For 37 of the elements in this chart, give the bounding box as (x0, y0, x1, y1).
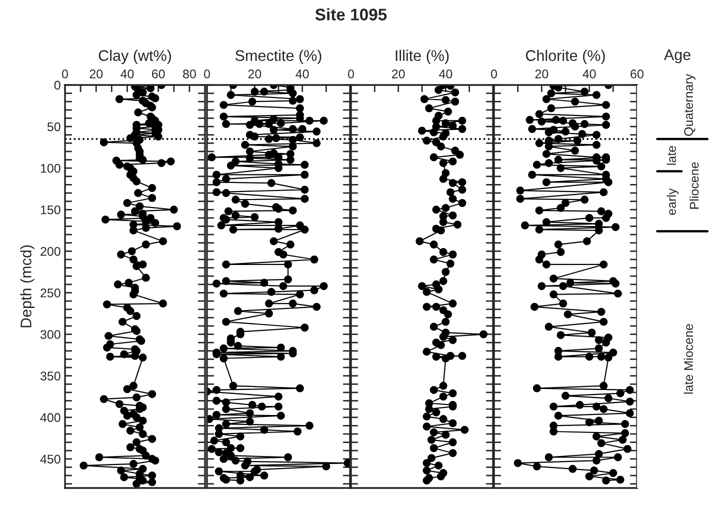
y-tick-label: 450 (40, 454, 60, 464)
text: late (666, 146, 676, 165)
x-tick-label: 20 (392, 70, 405, 78)
x-tick-label: 0 (348, 70, 354, 78)
y-tick-label: 350 (40, 372, 60, 380)
text: Pliocene (689, 162, 699, 209)
text: early (666, 188, 678, 215)
y-tick-label: 300 (40, 330, 60, 339)
x-tick-label: 20 (535, 70, 548, 78)
x-tick-label: 0 (62, 70, 68, 78)
x-axis-title: Smectite (%) (235, 50, 322, 64)
x-tick-label: 60 (630, 70, 644, 78)
y-tick-label: 50 (47, 122, 60, 132)
x-tick-label: 40 (296, 70, 309, 78)
x-tick-label: 20 (248, 70, 262, 78)
x-tick-label: 40 (582, 70, 596, 78)
y-tick-label: 250 (40, 288, 60, 298)
x-axis-title: Illite (%) (396, 50, 449, 64)
x-tick-label: 80 (183, 70, 196, 78)
text: Age (664, 49, 690, 64)
x-axis-title: Chlorite (%) (526, 50, 605, 64)
x-axis-title: Clay (wt%) (98, 50, 171, 64)
y-tick-label: 0 (54, 80, 60, 90)
y-tick-label: 400 (40, 413, 60, 422)
text: late Miocene (684, 324, 694, 394)
x-tick-label: 60 (152, 70, 165, 78)
x-tick-label: 0 (491, 70, 497, 78)
x-tick-label: 40 (120, 70, 134, 78)
x-tick-label: 40 (439, 70, 452, 78)
y-tick-label: 200 (40, 246, 60, 256)
text: Quaternary (684, 74, 696, 136)
text: Site 1095 (315, 8, 387, 20)
x-tick-label: 20 (90, 70, 103, 78)
y-tick-label: 150 (40, 205, 60, 214)
x-tick-label: 0 (204, 70, 210, 78)
y-axis-title: Depth (mcd) (20, 245, 34, 328)
y-tick-label: 100 (40, 164, 60, 173)
